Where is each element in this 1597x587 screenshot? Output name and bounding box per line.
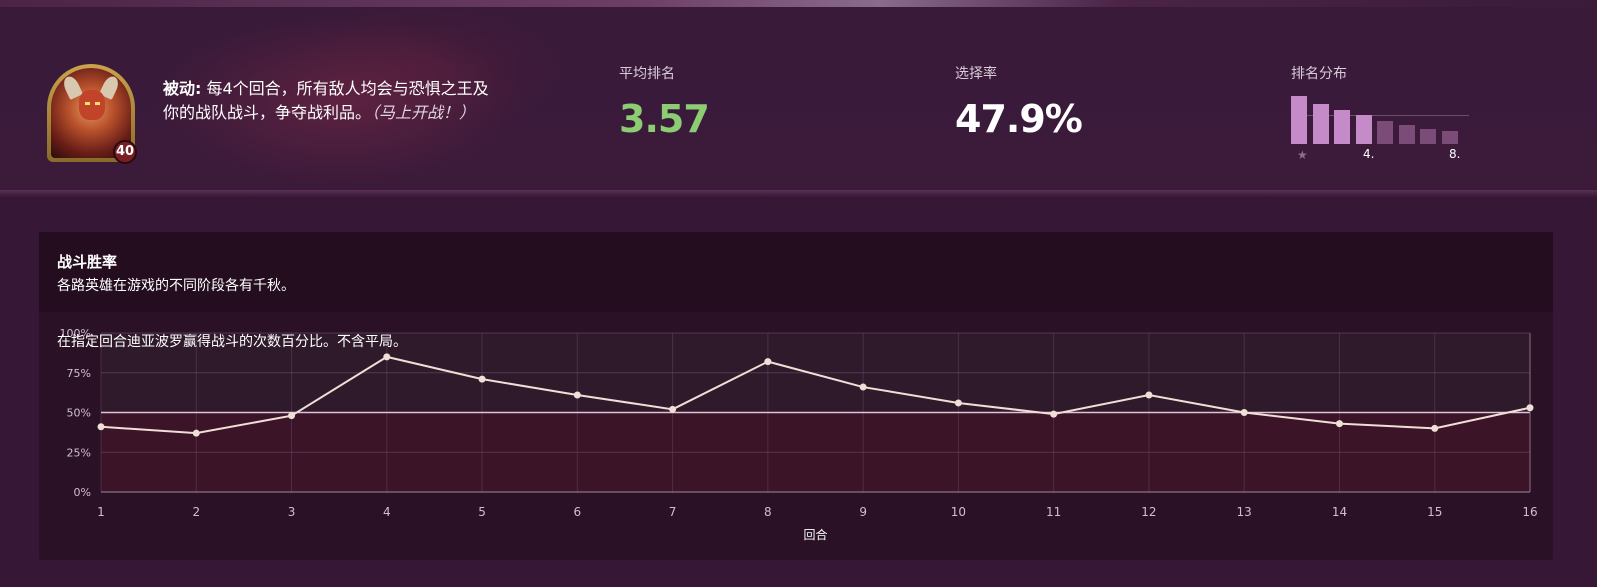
x-tick-label: 5 <box>478 505 486 519</box>
level-badge: 40 <box>113 140 137 164</box>
eye-left <box>85 102 90 105</box>
y-tick-label: 0% <box>74 486 91 499</box>
hero-header: 40 被动: 每4个回合，所有敌人均会与恐惧之王及你的战队战斗，争夺战利品。（马… <box>0 7 1597 197</box>
x-tick-label: 9 <box>859 505 867 519</box>
x-tick-label: 11 <box>1046 505 1061 519</box>
rank-dist-bar-7 <box>1420 129 1436 144</box>
passive-note: （马上开战！） <box>371 103 476 122</box>
winrate-series-line <box>100 355 1531 435</box>
data-point <box>859 383 867 391</box>
rank-dist-bar-4 <box>1355 115 1372 144</box>
data-point <box>1145 391 1153 399</box>
x-tick-label: 6 <box>574 505 582 519</box>
data-point <box>478 375 486 383</box>
data-point <box>1431 424 1439 432</box>
data-point <box>288 412 296 420</box>
data-point <box>383 353 391 361</box>
data-point <box>1050 410 1058 418</box>
top-banner-strip <box>0 0 1597 7</box>
rank-dist-tick-8: 8. <box>1449 147 1461 161</box>
rank-dist-reference-line <box>1291 115 1469 116</box>
rank-dist-bar-1 <box>1291 96 1307 144</box>
x-tick-label: 1 <box>97 505 105 519</box>
rank-dist-bar-2 <box>1312 104 1329 144</box>
star-icon: ★ <box>1297 148 1308 162</box>
data-point <box>573 391 581 399</box>
pick-rate-stat: 选择率 47.9% <box>955 63 1083 141</box>
x-tick-label: 2 <box>192 505 200 519</box>
card-description: 在指定回合迪亚波罗赢得战斗的次数百分比。不含平局。 <box>57 334 407 350</box>
eye-right <box>95 102 100 105</box>
rank-dist-bar-8 <box>1441 131 1458 144</box>
data-point <box>192 429 200 437</box>
avg-rank-stat: 平均排名 3.57 <box>619 63 710 141</box>
x-tick-label: 12 <box>1141 505 1156 519</box>
x-tick-label: 4 <box>383 505 391 519</box>
rank-dist-bar-3 <box>1334 110 1350 144</box>
hero-portrait: 40 <box>47 64 137 164</box>
x-tick-label: 7 <box>669 505 677 519</box>
avg-rank-value: 3.57 <box>619 97 710 141</box>
rank-distribution-stat: 排名分布 ★ 4. 8. <box>1291 63 1469 162</box>
card-title: 战斗胜率 <box>57 253 118 271</box>
data-point <box>1335 420 1343 428</box>
rank-distribution-chart: ★ 4. 8. <box>1291 95 1471 165</box>
data-point <box>669 405 677 413</box>
y-tick-label: 75% <box>67 367 91 380</box>
data-point <box>1240 409 1248 416</box>
x-tick-label: 13 <box>1237 505 1252 519</box>
pick-rate-label: 选择率 <box>955 66 997 82</box>
pick-rate-value: 47.9% <box>955 97 1083 141</box>
header-divider <box>0 190 1597 196</box>
hero-passive: 被动: 每4个回合，所有敌人均会与恐惧之王及你的战队战斗，争夺战利品。（马上开战… <box>163 77 503 125</box>
data-point <box>764 358 772 366</box>
hero-face <box>79 90 105 120</box>
x-tick-label: 15 <box>1427 505 1442 519</box>
y-tick-label: 25% <box>67 446 91 459</box>
data-point <box>954 399 962 407</box>
passive-label: 被动: <box>163 79 202 98</box>
x-axis-title: 回合 <box>803 527 827 542</box>
rank-dist-bar-6 <box>1398 125 1415 144</box>
rank-dist-bar-5 <box>1377 120 1393 144</box>
y-tick-label: 100% <box>60 327 91 340</box>
avg-rank-label: 平均排名 <box>619 66 675 82</box>
rank-dist-label: 排名分布 <box>1291 66 1347 82</box>
x-tick-label: 3 <box>288 505 296 519</box>
y-tick-label: 50% <box>67 407 91 420</box>
passive-text: 每4个回合，所有敌人均会与恐惧之王及你的战队战斗，争夺战利品。 <box>163 79 489 122</box>
rank-dist-tick-4: 4. <box>1363 147 1375 161</box>
x-tick-label: 10 <box>951 505 966 519</box>
x-tick-label: 16 <box>1522 505 1537 519</box>
x-tick-label: 8 <box>764 505 772 519</box>
card-header: 战斗胜率 各路英雄在游戏的不同阶段各有千秋。 <box>39 232 1553 312</box>
data-point <box>1526 404 1534 412</box>
battle-winrate-card: 战斗胜率 各路英雄在游戏的不同阶段各有千秋。 在指定回合迪亚波罗赢得战斗的次数百… <box>39 232 1553 560</box>
data-point <box>97 423 105 431</box>
x-tick-label: 14 <box>1332 505 1347 519</box>
card-subtitle: 各路英雄在游戏的不同阶段各有千秋。 <box>57 278 295 294</box>
portrait-frame <box>47 64 135 162</box>
